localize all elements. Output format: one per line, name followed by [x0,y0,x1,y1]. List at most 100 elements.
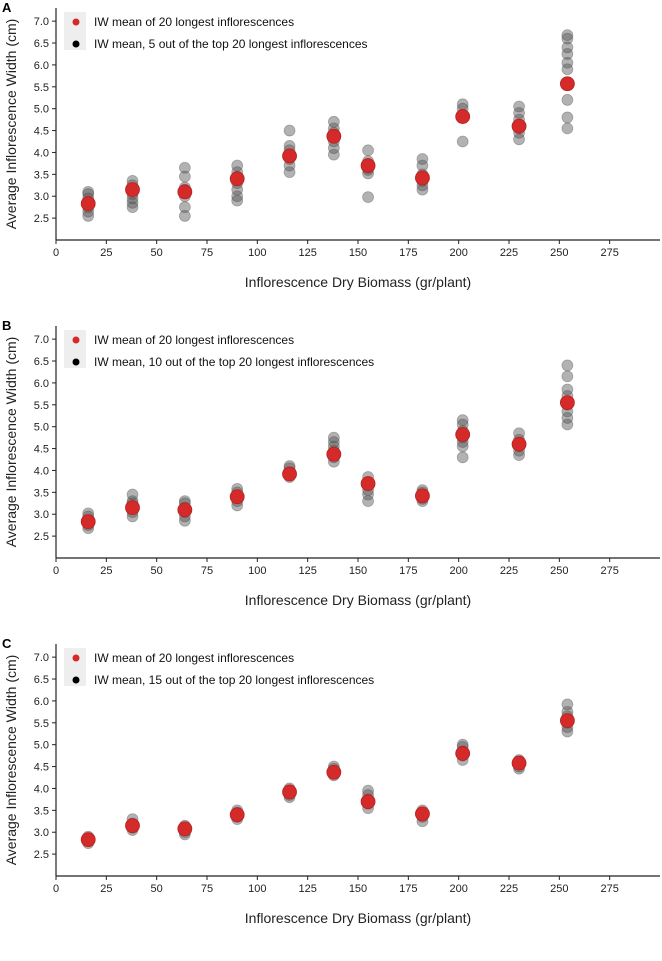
mean-point [559,395,575,411]
mean-point [125,818,140,834]
x-tick-label: 25 [100,565,112,577]
y-tick-label: 2.5 [34,213,49,225]
mean-point [511,118,527,134]
subsample-point [561,383,574,396]
mean-point [229,171,245,187]
subsample-point [561,41,574,54]
subsample-point [283,124,296,137]
subsample-point [561,359,574,372]
legend-mean-marker [72,18,80,26]
mean-point [177,502,193,518]
x-tick-label: 75 [201,883,213,895]
subsample-point [561,32,574,45]
subsample-point [362,144,374,157]
subsample-point [561,412,574,424]
mean-point [80,832,96,848]
mean-point [559,76,575,92]
subsample-point [561,56,574,69]
subsample-point [283,166,296,179]
x-tick-label: 0 [53,247,59,259]
y-tick-label: 5.5 [34,82,49,94]
x-tick-label: 150 [349,883,367,895]
mean-point [177,821,193,837]
subsample-point [178,210,191,222]
y-tick-label: 3.0 [34,509,49,521]
x-tick-label: 200 [449,565,467,577]
x-tick-label: 275 [600,565,618,577]
legend-subsample-marker [72,676,80,684]
subsample-point [561,418,574,431]
x-tick-label: 0 [53,565,59,577]
y-tick-label: 7.0 [34,334,49,346]
legend-label-mean: IW mean of 20 longest inflorescences [94,15,294,29]
panel-letter: B [2,318,11,333]
y-tick-label: 6.5 [34,674,49,686]
subsample-point [513,133,525,146]
mean-point [282,148,297,164]
x-tick-label: 200 [449,883,467,895]
y-tick-label: 5.0 [34,104,49,116]
x-tick-label: 250 [550,565,568,577]
mean-point [125,500,140,516]
mean-point [360,158,376,173]
subsample-point [178,201,191,214]
y-tick-label: 5.0 [34,740,49,752]
mean-point [282,784,297,800]
y-tick-label: 2.5 [34,531,49,543]
subsample-point [126,488,139,501]
subsample-point [126,196,139,209]
mean-point [415,170,430,186]
subsample-point [456,98,469,111]
legend-marker-bg [64,12,86,50]
mean-point [511,436,527,452]
subsample-point [561,63,574,76]
subsample-point [362,495,374,507]
subsample-point [416,153,429,165]
mean-point [229,807,245,823]
mean-point [559,713,575,729]
y-tick-label: 3.0 [34,827,49,839]
mean-point [282,466,297,482]
subsample-point [561,370,574,383]
x-tick-label: 50 [151,565,163,577]
subsample-point [513,107,525,119]
subsample-point [327,148,340,161]
mean-point [455,746,471,761]
subsample-point [561,122,574,135]
x-tick-label: 100 [248,565,266,577]
panel-letter: C [2,636,12,651]
subsample-point [561,698,574,711]
y-tick-label: 6.0 [34,60,49,72]
x-tick-label: 175 [399,247,417,259]
mean-point [80,196,96,212]
panel-a: A 0 25 50 75 100 125 150 175 200 225 250 275 2.5 3.0 3.… [2,0,660,290]
legend-marker-bg [64,330,86,368]
legend-label-subsample: IW mean, 10 out of the top 20 longest in… [94,355,374,369]
legend-marker-bg [64,648,86,686]
y-tick-label: 4.0 [34,465,49,477]
subsample-point [362,191,374,204]
x-tick-label: 225 [500,565,518,577]
y-axis-title: Average Inflorescence Width (cm) [3,19,19,230]
subsample-point [561,29,574,42]
mean-point [229,489,245,505]
x-tick-label: 125 [298,883,316,895]
y-tick-label: 7.0 [34,652,49,664]
y-tick-label: 3.0 [34,191,49,203]
x-tick-label: 150 [349,247,367,259]
legend-label-subsample: IW mean, 5 out of the top 20 longest inf… [94,37,368,51]
subsample-point [231,159,244,172]
x-tick-label: 200 [449,247,467,259]
y-tick-label: 4.5 [34,126,49,138]
x-tick-label: 225 [500,247,518,259]
mean-point [511,755,527,771]
x-tick-label: 25 [100,247,112,259]
x-tick-label: 275 [600,247,618,259]
y-tick-label: 5.5 [34,400,49,412]
y-axis-title: Average Inflorescence Width (cm) [3,655,19,866]
subsample-point [327,431,340,444]
x-tick-label: 50 [151,883,163,895]
mean-point [415,488,430,504]
